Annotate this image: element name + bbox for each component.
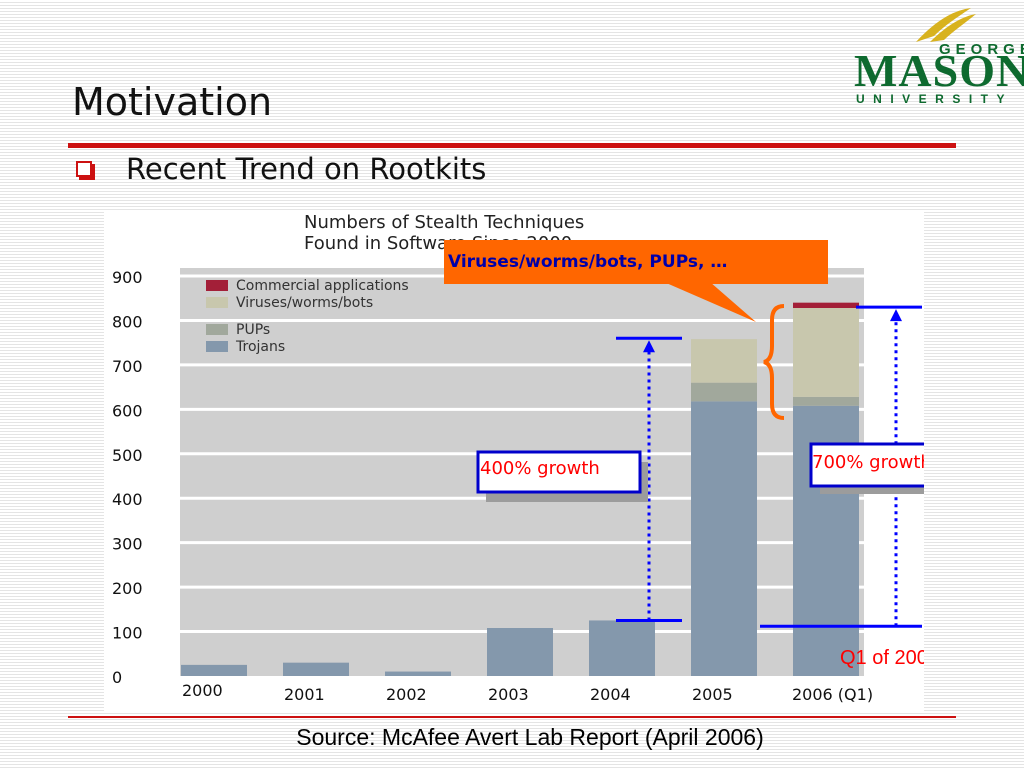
bar-segment	[793, 396, 859, 406]
growth-label-box	[809, 442, 924, 488]
brace-icon	[763, 304, 785, 420]
y-tick-label: 800	[112, 312, 143, 331]
legend-label: Trojans	[235, 339, 285, 355]
stealth-techniques-chart: 900 800 700 600 500 400 300 200 100 0 2000 2001 2002…	[112, 212, 924, 704]
bar-segment	[793, 308, 859, 397]
bar-segment	[691, 382, 757, 402]
slide-title: Motivation	[72, 80, 273, 124]
legend-swatch	[206, 280, 228, 291]
y-tick-label: 200	[112, 579, 143, 598]
y-tick-label: 100	[112, 624, 143, 643]
logo-line1: GEORGE	[939, 41, 1024, 58]
y-tick-label: 300	[112, 535, 143, 554]
source-citation: Source: McAfee Avert Lab Report (April 2…	[296, 724, 764, 750]
x-tick-label: 2004	[590, 685, 631, 704]
bar-segment	[283, 662, 349, 676]
y-tick-label: 0	[112, 668, 122, 687]
bar-segment	[691, 401, 757, 676]
legend-label: Viruses/worms/bots	[236, 295, 373, 311]
growth-arrowhead-icon	[890, 309, 902, 322]
x-tick-label: 2002	[386, 685, 427, 704]
bar-segment	[691, 339, 757, 383]
y-tick-label: 600	[112, 401, 143, 420]
bar-segment	[385, 671, 451, 676]
y-tick-label: 500	[112, 446, 143, 465]
gmu-logo-icon: GEORGE MASON UNIVERSITY	[854, 8, 1024, 106]
growth-label: 400% growth	[480, 458, 600, 479]
bar-segment	[589, 620, 655, 676]
bullet-icon	[76, 161, 92, 177]
logo-line2: MASON	[854, 45, 1024, 96]
legend-swatch	[206, 324, 228, 335]
y-tick-label: 700	[112, 357, 143, 376]
growth-arrowhead-icon	[643, 340, 655, 353]
footer-divider	[68, 716, 956, 718]
growth-label-box	[476, 450, 642, 494]
chart-panel: 900 800 700 600 500 400 300 200 100 0 2000 2001 2002…	[104, 210, 924, 712]
callout-box	[444, 240, 828, 284]
legend-swatch	[206, 297, 228, 308]
bar-segment	[181, 664, 247, 676]
x-tick-label: 2005	[692, 685, 733, 704]
q1-label: Q1 of 2005	[840, 647, 924, 669]
growth-label: 700% growth	[812, 452, 924, 473]
chart-title: Numbers of Stealth Techniques	[304, 212, 584, 233]
bullet-text: Recent Trend on Rootkits	[126, 152, 487, 186]
x-tick-label: 2000	[182, 681, 223, 700]
x-tick-label: 2003	[488, 685, 529, 704]
callout-pointer	[664, 282, 756, 322]
legend-swatch	[206, 341, 228, 352]
x-tick-label: 2001	[284, 685, 325, 704]
y-tick-label: 400	[112, 490, 143, 509]
x-tick-label: 2006 (Q1)	[792, 685, 873, 704]
callout-text: Viruses/worms/bots, PUPs, …	[448, 252, 727, 272]
title-divider	[68, 143, 956, 148]
y-tick-label: 900	[112, 268, 143, 287]
legend-label: PUPs	[236, 322, 270, 338]
legend-label: Commercial applications	[236, 278, 409, 294]
logo-line3: UNIVERSITY	[856, 92, 1013, 106]
bar-segment	[793, 302, 859, 308]
bar-segment	[487, 628, 553, 676]
